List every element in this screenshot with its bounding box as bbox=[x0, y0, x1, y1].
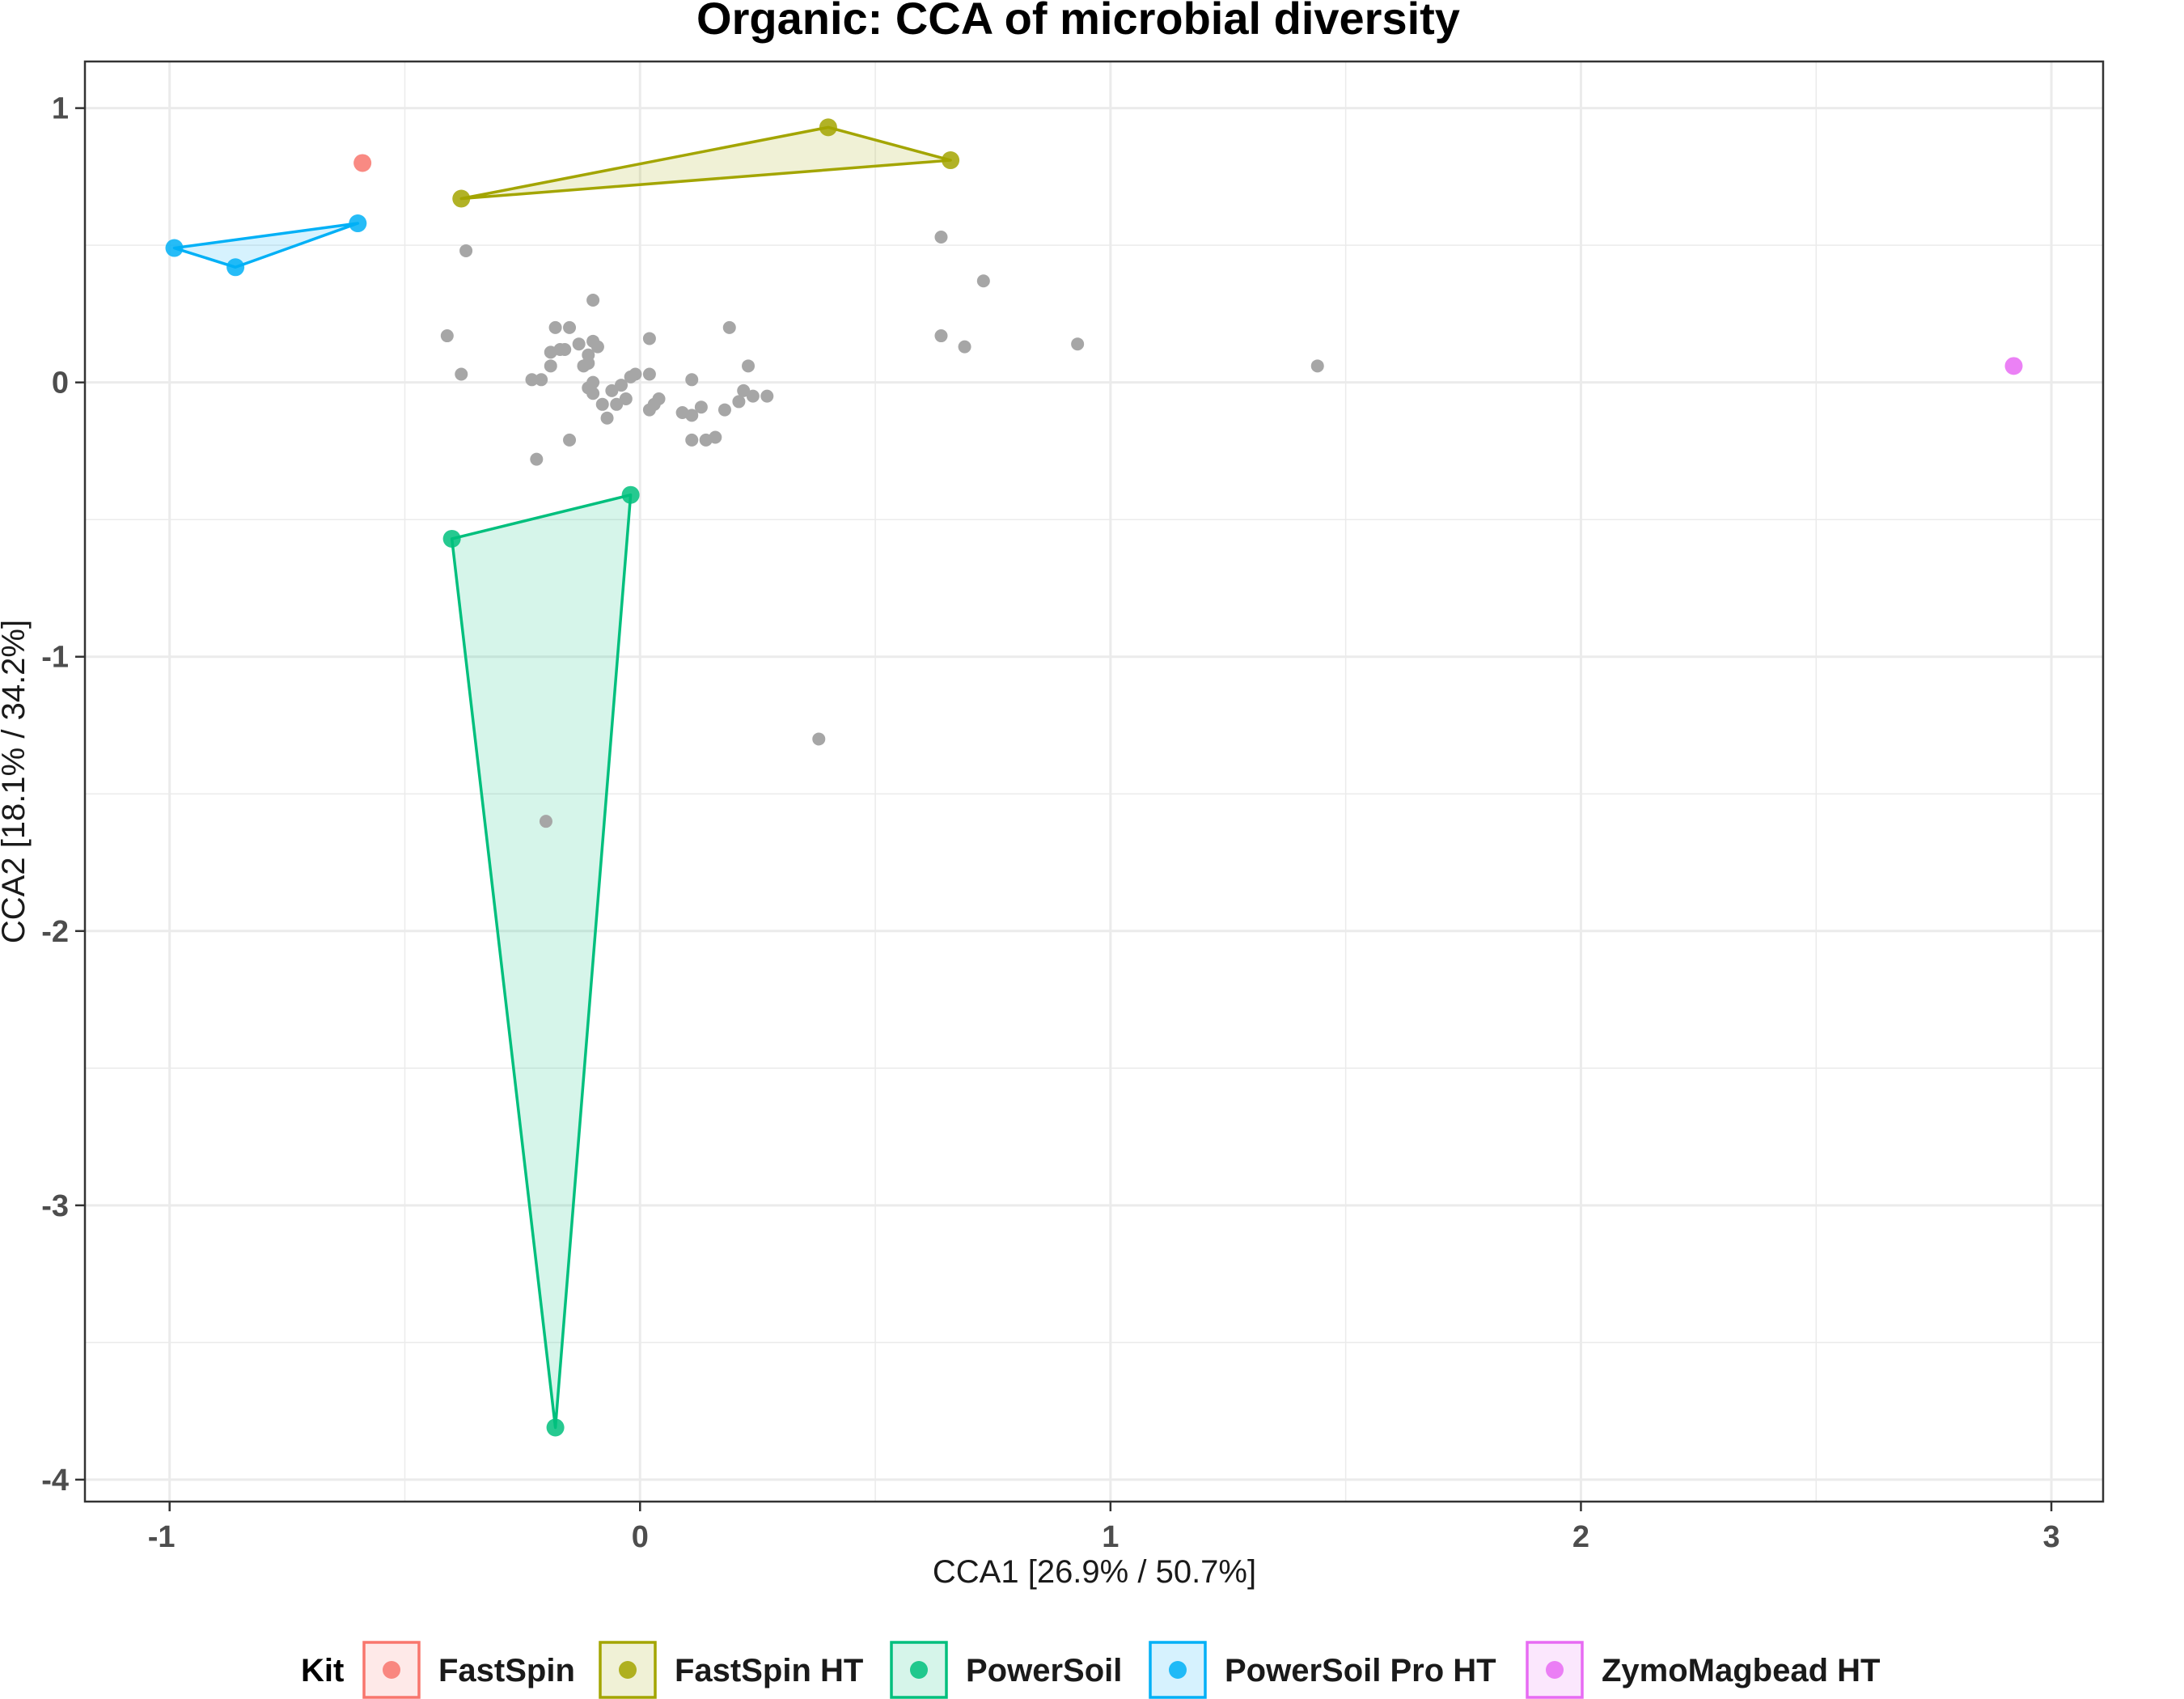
taxa-point bbox=[530, 452, 544, 466]
hull-powersoil bbox=[450, 493, 633, 1430]
hull-fastspin-ht bbox=[459, 125, 952, 201]
taxa-point bbox=[440, 329, 454, 343]
taxa-point bbox=[746, 389, 760, 403]
taxa-point bbox=[582, 356, 595, 370]
taxa-points bbox=[440, 230, 1324, 828]
legend-label-zymomagbead-ht: ZymoMagbead HT bbox=[1602, 1653, 1880, 1688]
legend-label-fastspin: FastSpin bbox=[438, 1653, 575, 1688]
y-tick-label: -4 bbox=[41, 1464, 69, 1498]
legend-marker-powersoil bbox=[910, 1661, 928, 1679]
hull-powersoil-pro-ht bbox=[172, 222, 360, 269]
legend: Kit FastSpin FastSpin HT PowerSoil PowerSoil… bbox=[301, 1641, 1880, 1699]
plot-border bbox=[83, 60, 2105, 1503]
y-tick-label: 0 bbox=[52, 366, 69, 400]
sample-points bbox=[165, 118, 2023, 1437]
x-tick-label: 3 bbox=[2042, 1520, 2059, 1554]
taxa-point bbox=[958, 340, 971, 354]
x-axis-ticks: -1 0 1 2 3 bbox=[148, 1502, 2060, 1554]
x-tick-label: 2 bbox=[1572, 1520, 1589, 1554]
taxa-point bbox=[642, 332, 656, 345]
legend-marker-fastspin-ht bbox=[619, 1661, 637, 1679]
taxa-point bbox=[976, 274, 990, 288]
x-tick-label: 1 bbox=[1102, 1520, 1119, 1554]
taxa-point bbox=[685, 433, 699, 447]
taxa-point bbox=[558, 343, 572, 356]
chart-title: Organic: CCA of microbial diversity bbox=[696, 0, 1460, 44]
plot-panel bbox=[85, 61, 2103, 1502]
taxa-point bbox=[600, 411, 614, 425]
sample-point-fastspin-ht bbox=[942, 151, 960, 170]
taxa-point bbox=[455, 367, 468, 381]
taxa-point bbox=[737, 383, 751, 397]
sample-point-fastspin bbox=[353, 154, 372, 172]
taxa-point bbox=[610, 397, 624, 411]
taxa-point bbox=[539, 815, 552, 828]
taxa-point bbox=[642, 367, 656, 381]
sample-point-fastspin-ht bbox=[819, 118, 837, 137]
taxa-point bbox=[586, 293, 600, 307]
sample-point-zymomagbead-ht bbox=[2004, 357, 2023, 375]
y-tick-label: 1 bbox=[52, 92, 69, 126]
taxa-point bbox=[619, 392, 633, 406]
y-axis-title: CCA2 [18.1% / 34.2%] bbox=[0, 620, 32, 943]
taxa-point bbox=[717, 403, 731, 417]
sample-point-powersoil bbox=[621, 485, 640, 504]
taxa-point bbox=[563, 320, 577, 334]
legend-marker-powersoil-pro-ht bbox=[1169, 1661, 1187, 1679]
taxa-point bbox=[1071, 337, 1085, 351]
y-tick-label: -2 bbox=[41, 915, 69, 949]
x-tick-label: 0 bbox=[632, 1520, 649, 1554]
legend-label-powersoil: PowerSoil bbox=[966, 1653, 1122, 1688]
taxa-point bbox=[582, 381, 595, 395]
taxa-point bbox=[572, 337, 586, 351]
taxa-point bbox=[685, 373, 699, 387]
y-tick-label: -3 bbox=[41, 1189, 69, 1223]
taxa-point bbox=[548, 320, 562, 334]
taxa-point bbox=[934, 230, 948, 244]
taxa-point bbox=[525, 373, 539, 387]
legend-label-powersoil-pro-ht: PowerSoil Pro HT bbox=[1225, 1653, 1496, 1688]
legend-key-fastspin bbox=[362, 1641, 421, 1699]
legend-title: Kit bbox=[301, 1653, 344, 1688]
taxa-point bbox=[685, 409, 699, 422]
taxa-point bbox=[652, 392, 666, 406]
y-tick-label: -1 bbox=[41, 641, 69, 675]
x-tick-label: -1 bbox=[148, 1520, 176, 1554]
taxa-point bbox=[694, 400, 708, 414]
taxa-point bbox=[742, 359, 756, 373]
taxa-point bbox=[459, 244, 473, 257]
legend-marker-fastspin bbox=[383, 1661, 400, 1679]
y-axis-ticks: 1 0 -1 -2 -3 -4 bbox=[41, 92, 85, 1498]
sample-point-powersoil-pro-ht bbox=[165, 239, 184, 257]
taxa-point bbox=[709, 430, 722, 444]
x-axis-title: CCA1 [26.9% / 50.7%] bbox=[933, 1554, 1256, 1590]
taxa-point bbox=[760, 389, 774, 403]
taxa-point bbox=[629, 367, 642, 381]
taxa-point bbox=[1310, 359, 1324, 373]
taxa-point bbox=[544, 359, 557, 373]
sample-point-powersoil-pro-ht bbox=[226, 258, 245, 277]
sample-point-powersoil bbox=[442, 529, 461, 548]
taxa-point bbox=[605, 383, 619, 397]
taxa-point bbox=[934, 329, 948, 343]
taxa-point bbox=[595, 397, 609, 411]
taxa-point bbox=[615, 379, 629, 392]
taxa-point bbox=[590, 340, 604, 354]
sample-point-powersoil bbox=[546, 1418, 565, 1437]
taxa-point bbox=[812, 732, 826, 746]
grid-lines bbox=[85, 61, 2103, 1502]
taxa-point bbox=[535, 373, 548, 387]
taxa-point bbox=[722, 320, 736, 334]
legend-label-fastspin-ht: FastSpin HT bbox=[675, 1653, 863, 1688]
sample-point-fastspin-ht bbox=[452, 189, 471, 208]
legend-key-fastspin-ht bbox=[599, 1641, 657, 1699]
legend-key-powersoil bbox=[890, 1641, 948, 1699]
taxa-point bbox=[563, 433, 577, 447]
legend-marker-zymomagbead-ht bbox=[1546, 1661, 1564, 1679]
sample-point-powersoil-pro-ht bbox=[349, 214, 367, 233]
group-hulls bbox=[172, 125, 952, 1430]
taxa-point bbox=[732, 395, 746, 409]
